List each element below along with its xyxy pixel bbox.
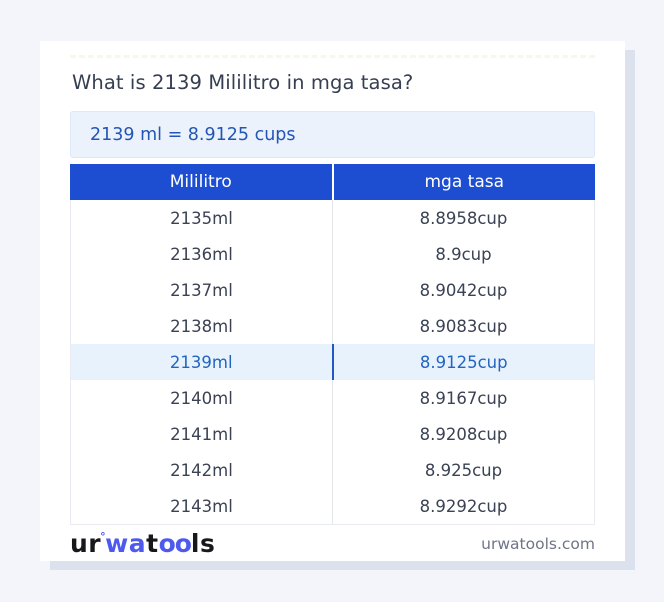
table-row: 2143ml 8.9292cup bbox=[71, 488, 594, 524]
converter-card: What is 2139 Mililitro in mga tasa? 2139… bbox=[40, 41, 625, 561]
table-row: 2142ml 8.925cup bbox=[71, 452, 594, 488]
table-row: 2136ml 8.9cup bbox=[71, 236, 594, 272]
ml-cell: 2140ml bbox=[71, 380, 333, 416]
logo-text-oo: oo bbox=[158, 529, 192, 558]
table-header-row: Mililitro mga tasa bbox=[70, 164, 595, 200]
table-header-mililitro: Mililitro bbox=[70, 164, 334, 200]
urwatools-logo[interactable]: ur°watools bbox=[70, 531, 215, 556]
table-header-mga-tasa: mga tasa bbox=[424, 172, 505, 192]
cup-cell: 8.9167cup bbox=[419, 388, 508, 408]
cup-cell: 8.8958cup bbox=[419, 208, 508, 228]
ml-cell: 2139ml bbox=[71, 344, 334, 380]
page-title: What is 2139 Mililitro in mga tasa? bbox=[72, 71, 414, 94]
site-url: urwatools.com bbox=[481, 534, 595, 553]
logo-text-wa: wa bbox=[105, 529, 147, 558]
cup-cell: 8.9cup bbox=[435, 244, 492, 264]
conversion-result-text: 2139 ml = 8.9125 cups bbox=[90, 124, 296, 145]
ml-cell: 2142ml bbox=[71, 452, 333, 488]
ml-cell: 2143ml bbox=[71, 488, 333, 524]
cup-cell: 8.9208cup bbox=[419, 424, 508, 444]
ml-cell: 2141ml bbox=[71, 416, 333, 452]
table-row: 2141ml 8.9208cup bbox=[71, 416, 594, 452]
ml-cell: 2137ml bbox=[71, 272, 333, 308]
cup-cell: 8.925cup bbox=[424, 460, 503, 480]
cup-cell: 8.9125cup bbox=[419, 352, 508, 372]
ml-cell: 2135ml bbox=[71, 200, 333, 236]
table-row: 2135ml 8.8958cup bbox=[71, 200, 594, 236]
logo-text-ls: ls bbox=[190, 529, 216, 558]
card-footer: ur°watools urwatools.com bbox=[70, 525, 595, 562]
logo-text-ur: ur bbox=[70, 529, 102, 558]
conversion-table-body: 2135ml 8.8958cup 2136ml 8.9cup 2137ml 8.9042c… bbox=[70, 200, 595, 525]
logo-degree-icon: ° bbox=[100, 530, 107, 543]
ml-cell: 2136ml bbox=[71, 236, 333, 272]
conversion-result-box: 2139 ml = 8.9125 cups bbox=[70, 111, 595, 158]
cup-cell: 8.9042cup bbox=[419, 280, 508, 300]
table-row: 2140ml 8.9167cup bbox=[71, 380, 594, 416]
table-row: 2138ml 8.9083cup bbox=[71, 308, 594, 344]
cup-cell: 8.9083cup bbox=[419, 316, 508, 336]
decorative-dashed-divider bbox=[70, 55, 595, 58]
logo-text-t: t bbox=[146, 529, 159, 558]
cup-cell: 8.9292cup bbox=[419, 496, 508, 516]
table-row: 2137ml 8.9042cup bbox=[71, 272, 594, 308]
table-row-highlighted: 2139ml 8.9125cup bbox=[71, 344, 594, 380]
ml-cell: 2138ml bbox=[71, 308, 333, 344]
conversion-table: Mililitro mga tasa 2135ml 8.8958cup 2136ml… bbox=[70, 164, 595, 525]
